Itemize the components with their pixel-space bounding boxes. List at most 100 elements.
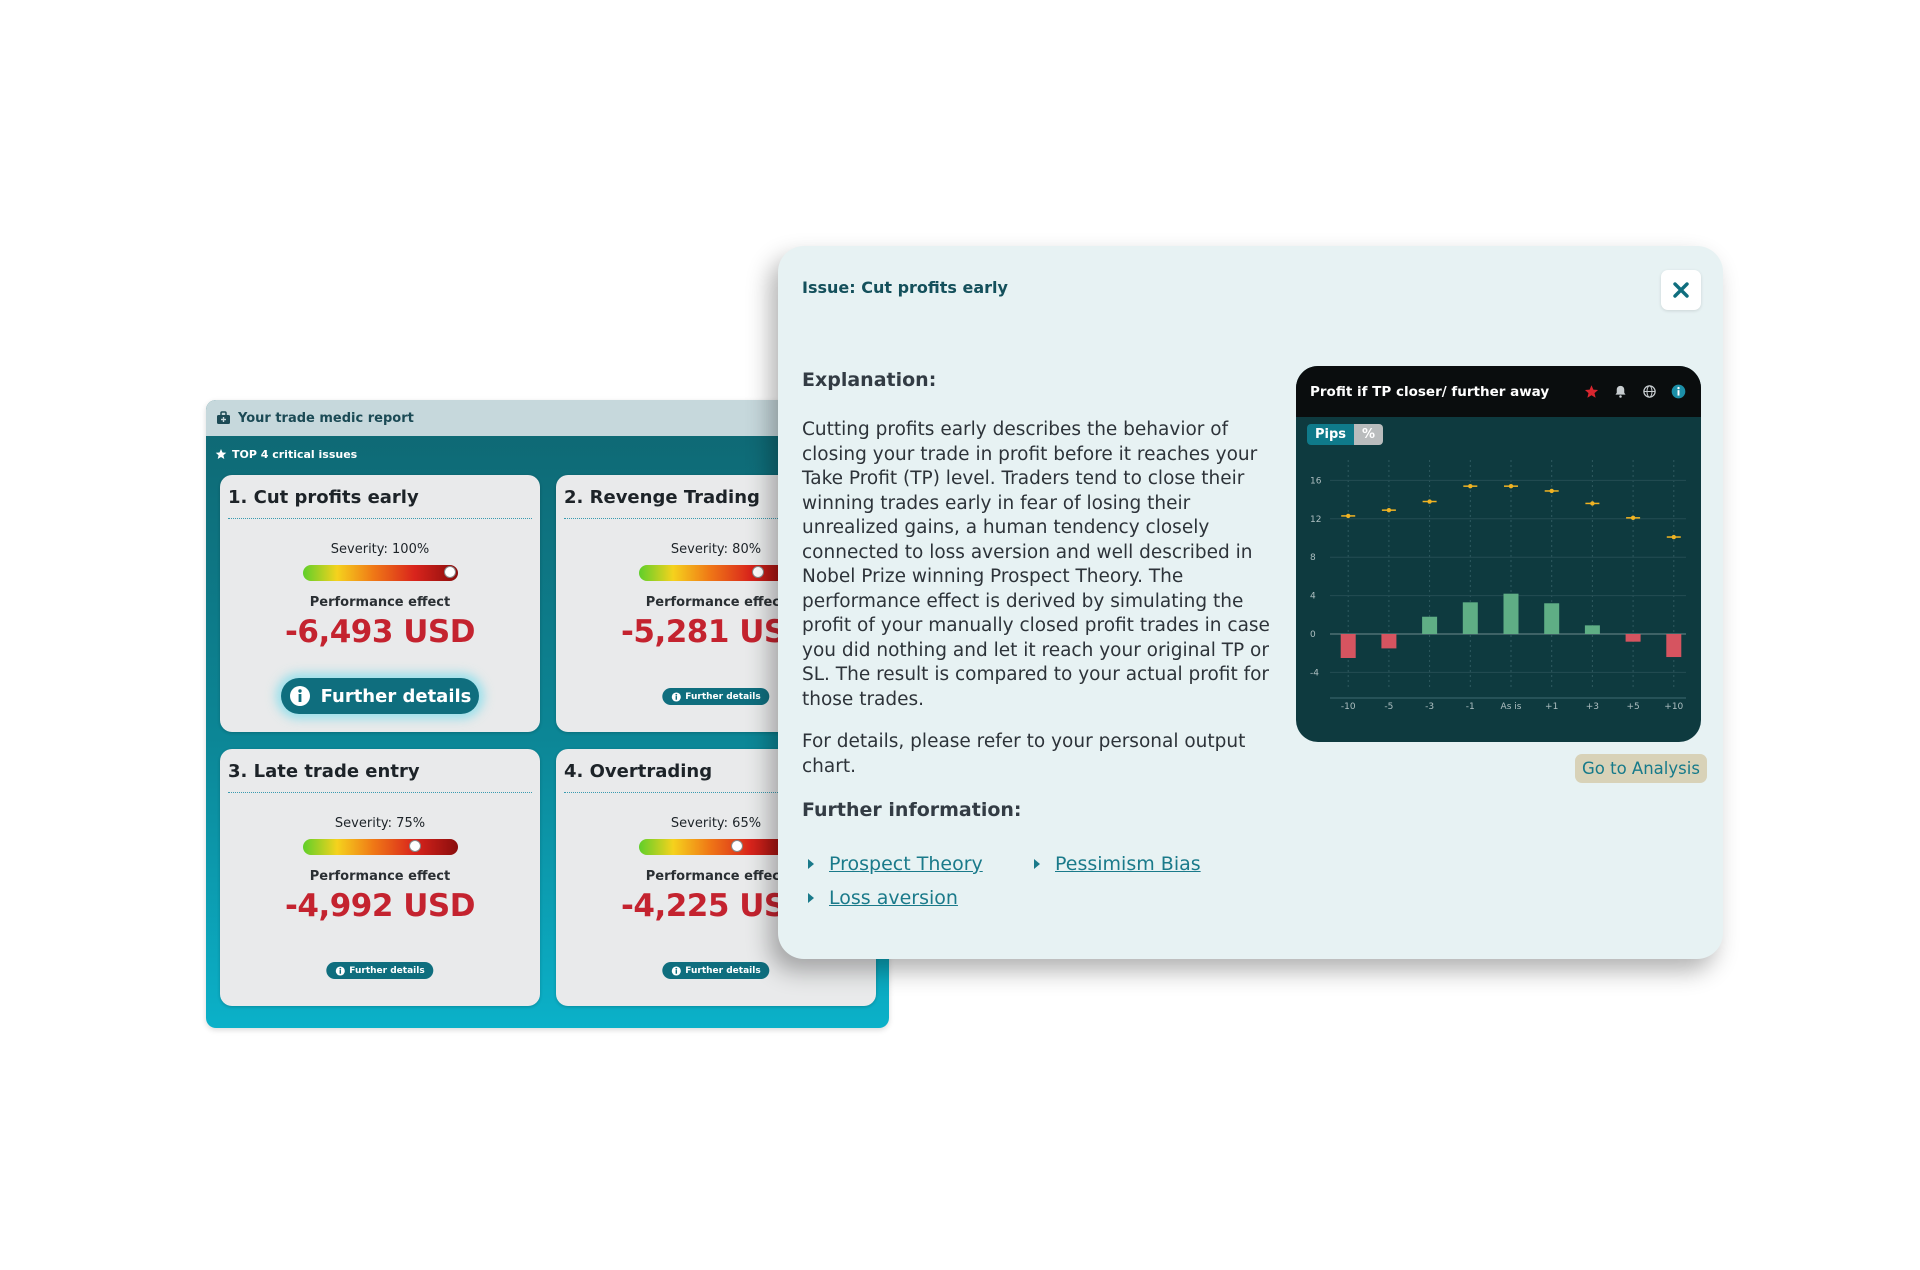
y-tick-label: 12 <box>1310 515 1321 525</box>
chevron-right-icon <box>808 859 814 869</box>
star-icon <box>215 449 227 459</box>
issue-card-title: 2. Revenge Trading <box>564 487 760 508</box>
globe-icon[interactable] <box>1642 384 1657 399</box>
profit-chart-card: Profit if TP closer/ further away Pips %… <box>1296 366 1701 742</box>
info-icon <box>671 965 681 976</box>
marker-point <box>1549 488 1554 494</box>
close-button[interactable] <box>1661 270 1701 310</box>
issue-card-title: 4. Overtrading <box>564 761 713 782</box>
card-divider <box>228 792 532 793</box>
info-icon <box>335 965 345 976</box>
chevron-right-icon <box>808 893 814 903</box>
x-tick-label: +10 <box>1664 702 1683 712</box>
toggle-pips[interactable]: Pips <box>1307 424 1355 445</box>
marker-point <box>1427 499 1432 504</box>
bar <box>1381 634 1397 649</box>
issue-card: 3. Late trade entry Severity: 75% Perfor… <box>220 749 540 1006</box>
performance-label: Performance effect <box>645 595 787 610</box>
severity-knob <box>408 840 421 852</box>
x-tick-label: +1 <box>1545 702 1558 712</box>
further-details-button[interactable]: Further details <box>662 688 770 705</box>
x-tick-label: +5 <box>1626 702 1639 712</box>
performance-label: Performance effect <box>309 595 451 610</box>
marker-point <box>1346 513 1351 519</box>
severity-bar <box>638 839 794 855</box>
severity-knob <box>730 840 743 852</box>
report-header: Your trade medic report <box>206 400 889 436</box>
x-tick-label: -5 <box>1384 702 1393 712</box>
info-icon <box>671 691 681 702</box>
star-icon[interactable] <box>1584 384 1599 399</box>
card-divider <box>564 518 868 519</box>
x-tick-label: -1 <box>1466 702 1475 712</box>
further-details-button[interactable]: Further details <box>281 678 479 714</box>
go-to-analysis-button[interactable]: Go to Analysis <box>1575 754 1707 783</box>
bar <box>1625 634 1641 642</box>
issue-modal: Issue: Cut profits early Explanation: Cu… <box>778 246 1723 959</box>
performance-label: Performance effect <box>309 869 451 884</box>
bar <box>1503 593 1519 634</box>
severity-bar <box>638 565 794 581</box>
modal-title: Issue: Cut profits early <box>802 278 1008 297</box>
marker-point <box>1508 483 1514 489</box>
marker-point <box>1386 507 1392 513</box>
y-tick-label: 16 <box>1310 476 1322 486</box>
top-issues-label: TOP 4 critical issues <box>206 436 889 472</box>
further-details-button[interactable]: Further details <box>326 962 434 979</box>
y-tick-label: 8 <box>1310 553 1316 563</box>
link-loss-aversion[interactable]: Loss aversion <box>808 887 958 909</box>
card-divider <box>564 792 868 793</box>
severity-label: Severity: 75% <box>334 816 426 831</box>
toggle-percent[interactable]: % <box>1354 424 1384 445</box>
link-prospect-theory[interactable]: Prospect Theory <box>808 853 983 875</box>
severity-label: Severity: 100% <box>330 542 430 557</box>
marker-point <box>1590 501 1595 506</box>
chart-title: Profit if TP closer/ further away <box>1310 383 1550 400</box>
y-tick-label: 0 <box>1310 630 1316 640</box>
medical-bag-icon <box>217 411 230 424</box>
report-title: Your trade medic report <box>238 410 414 426</box>
severity-label: Severity: 65% <box>670 816 762 831</box>
explanation-text: Cutting profits early describes the beha… <box>802 419 1270 710</box>
info-icon <box>289 686 310 706</box>
x-tick-label: -10 <box>1341 702 1356 712</box>
details-text: For details, please refer to your person… <box>802 731 1246 777</box>
bell-icon[interactable] <box>1613 384 1628 399</box>
issue-card-title: 3. Late trade entry <box>228 761 420 782</box>
bar <box>1584 625 1600 634</box>
further-info-heading: Further information: <box>802 799 1022 821</box>
info-icon[interactable] <box>1671 384 1686 399</box>
bar <box>1340 634 1356 658</box>
link-pessimism-bias[interactable]: Pessimism Bias <box>1034 853 1201 875</box>
profit-chart: 16 12 8 4 0 -4 -10 -5 -3 -1 As is +1 +3 +5 +10 <box>1310 460 1686 712</box>
x-tick-label: -3 <box>1425 702 1434 712</box>
bar <box>1544 603 1560 634</box>
marker-point <box>1468 483 1473 489</box>
marker-point <box>1630 515 1636 521</box>
y-tick-label: -4 <box>1310 668 1319 678</box>
bar <box>1462 602 1478 634</box>
severity-label: Severity: 80% <box>670 542 762 557</box>
y-tick-label: 4 <box>1310 592 1316 602</box>
severity-bar <box>302 839 458 855</box>
issue-card-title: 1. Cut profits early <box>228 487 419 508</box>
severity-knob <box>751 566 764 578</box>
severity-knob <box>443 566 456 578</box>
close-icon <box>1673 282 1689 298</box>
bar <box>1422 616 1438 634</box>
card-divider <box>228 518 532 519</box>
issue-card: 1. Cut profits early Severity: 100% Perf… <box>220 475 540 732</box>
performance-value: -6,493 USD <box>285 614 475 650</box>
performance-value: -4,992 USD <box>285 888 475 924</box>
explanation-heading: Explanation: <box>802 369 937 391</box>
x-tick-label: +3 <box>1586 702 1599 712</box>
unit-toggle: Pips % <box>1307 424 1384 445</box>
severity-bar <box>302 565 458 581</box>
performance-label: Performance effect <box>645 869 787 884</box>
further-details-button[interactable]: Further details <box>662 962 770 979</box>
marker-point <box>1671 534 1676 540</box>
x-tick-label: As is <box>1501 702 1522 712</box>
bar <box>1666 634 1682 658</box>
chart-header: Profit if TP closer/ further away <box>1296 366 1701 417</box>
chevron-right-icon <box>1034 859 1040 869</box>
